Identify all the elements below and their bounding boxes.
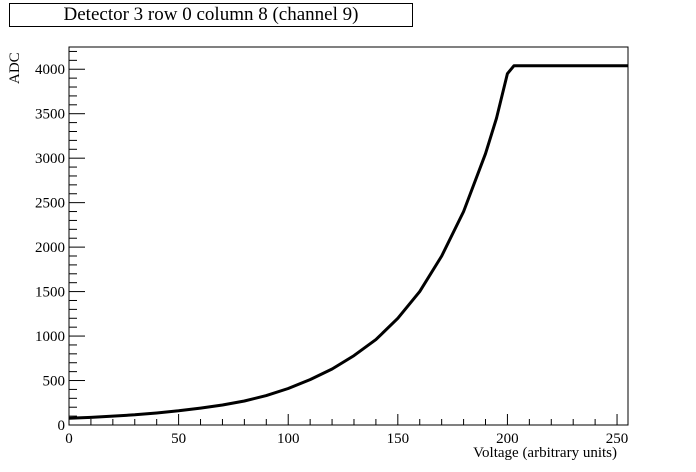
x-axis-label: Voltage (arbitrary units) xyxy=(473,445,617,461)
y-tick-label: 3000 xyxy=(35,151,65,167)
y-tick-label: 1500 xyxy=(35,285,65,301)
x-tick-label: 200 xyxy=(496,431,519,447)
y-tick-label: 1000 xyxy=(35,329,65,345)
y-axis-label: ADC xyxy=(7,52,23,84)
y-tick-label: 3500 xyxy=(35,107,65,123)
chart-title: Detector 3 row 0 column 8 (channel 9) xyxy=(63,4,359,25)
axes: 0 50 100 150 200 2500500100015002000250030003… xyxy=(35,50,629,447)
x-tick-label: 250 xyxy=(606,431,629,447)
y-tick-label: 2000 xyxy=(35,240,65,256)
x-tick-label: 0 xyxy=(65,431,73,447)
adc-curve xyxy=(68,64,628,420)
y-tick-label: 2500 xyxy=(35,196,65,212)
y-tick-label: 4000 xyxy=(35,62,65,78)
x-tick-label: 100 xyxy=(277,431,300,447)
x-tick-label: 50 xyxy=(171,431,186,447)
chart-title-box: Detector 3 row 0 column 8 (channel 9) xyxy=(9,3,413,27)
y-tick-label: 0 xyxy=(58,418,66,434)
y-tick-label: 500 xyxy=(43,374,66,390)
plot-frame xyxy=(68,46,629,426)
x-tick-label: 150 xyxy=(387,431,410,447)
